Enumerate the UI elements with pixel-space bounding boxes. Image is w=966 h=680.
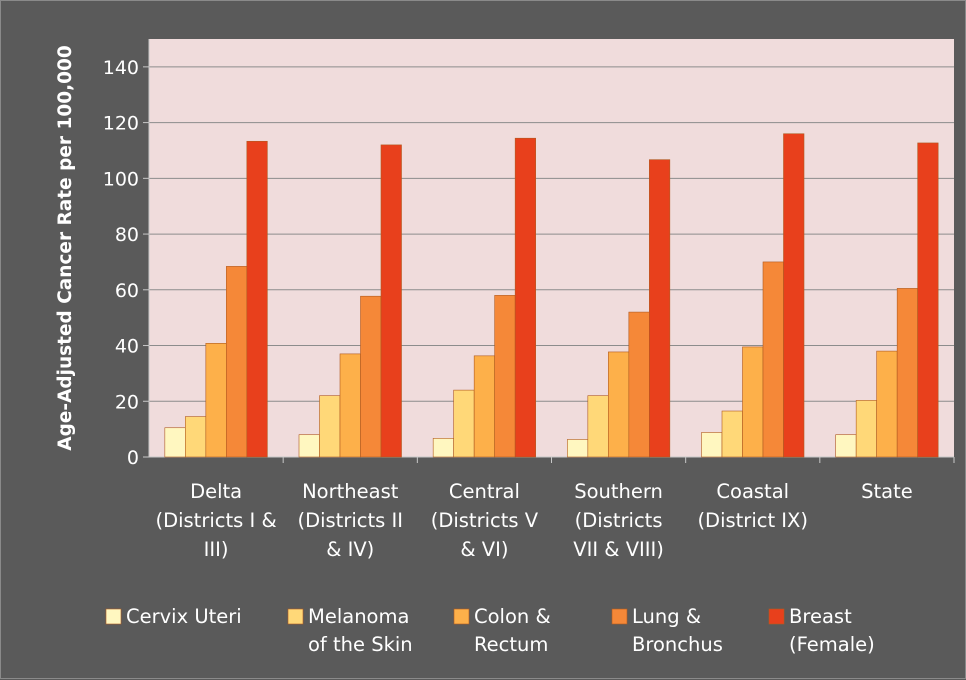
bar [742,346,764,458]
bar [494,295,516,458]
bar [453,389,475,458]
plot-area [149,39,954,457]
legend-label: Colon & [474,605,551,628]
legend-swatch [105,608,122,625]
bar [360,295,382,458]
legend-label: Bronchus [632,633,723,656]
bar [226,266,248,458]
bar [246,140,268,458]
bar [185,416,207,458]
bar [855,400,877,458]
x-tick-label: (Districts I & [155,509,276,532]
bar [380,144,402,458]
legend-label: (Female) [789,633,875,656]
bar [567,439,589,458]
bar [205,343,227,458]
x-tick-label: State [861,480,913,503]
x-tick-label: Central [449,480,520,503]
y-tick-label: 120 [103,113,139,135]
bar [339,353,361,458]
bar [587,395,609,458]
bar [762,261,784,458]
legend-label: Lung & [632,605,701,628]
x-tick-label: (Districts V [431,509,539,532]
bar [721,410,743,458]
x-tick-label: (Districts II [297,509,403,532]
y-tick-label: 0 [127,447,139,469]
bar [649,159,671,458]
bar [298,434,320,458]
bar [835,434,857,458]
x-tick-label: & IV) [326,538,374,561]
legend-label: Melanoma [308,605,409,628]
bar [896,288,918,458]
bar [514,137,536,458]
x-tick-label: Coastal [716,480,789,503]
bar [608,351,630,458]
y-tick-label: 140 [103,57,139,79]
y-tick-label: 100 [103,168,139,190]
y-tick-label: 60 [115,280,139,302]
x-tick-label: Southern [574,480,663,503]
bar [473,355,495,458]
bar [319,395,341,458]
x-tick-label: (District IX) [697,509,808,532]
bar [628,311,650,458]
legend-swatch [611,608,628,625]
legend-label: Rectum [474,633,548,656]
x-tick-label: Delta [190,480,242,503]
x-tick-label: Northeast [302,480,399,503]
x-tick-label: (Districts [575,509,663,532]
y-axis-label: Age-Adjusted Cancer Rate per 100,000 [55,45,76,450]
legend-label: of the Skin [308,633,413,656]
y-tick-label: 80 [115,224,139,246]
bar [701,432,723,458]
x-tick-label: VII & VIII) [573,538,664,561]
bar [432,438,454,458]
bar [783,133,805,458]
bar [164,427,186,458]
bar [917,142,939,458]
legend-swatch [287,608,304,625]
legend-swatch [453,608,470,625]
x-tick-label: III) [204,538,229,561]
legend-swatch [768,608,785,625]
y-tick-label: 40 [115,336,139,358]
y-tick-label: 20 [115,391,139,413]
x-tick-label: & VI) [460,538,508,561]
bar [876,350,898,458]
legend-label: Cervix Uteri [126,605,242,628]
legend-label: Breast [789,605,852,628]
